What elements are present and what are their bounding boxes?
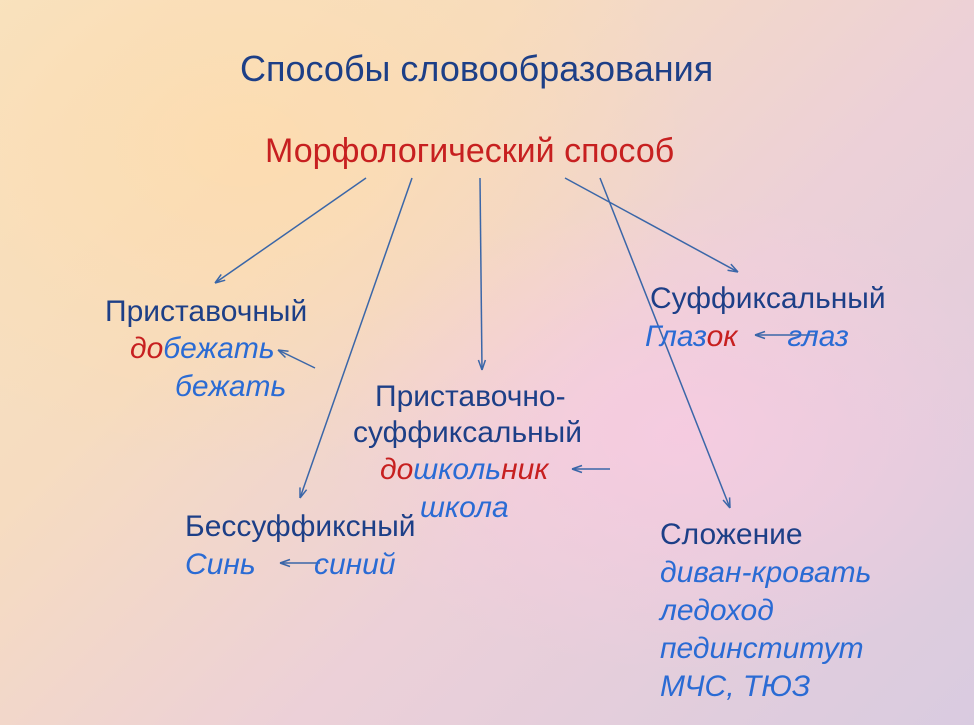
node-prisuffix-label1: Приставочно- xyxy=(375,380,566,414)
node-pristavochny-ex1: добежать xyxy=(130,332,275,366)
diagram-stage: Способы словообразования Морфологический… xyxy=(0,0,974,725)
subtitle: Морфологический способ xyxy=(265,132,674,171)
node-pristavochny-ex2: бежать xyxy=(175,370,286,404)
node-slozhenie-ex3: пединститут xyxy=(660,632,864,666)
node-slozhenie-ex2: ледоход xyxy=(660,594,774,628)
node-prisuffix-label2: суффиксальный xyxy=(353,416,582,450)
node-bessuffix-ex1: Синь синий xyxy=(185,548,396,582)
node-slozhenie-ex4: МЧС, ТЮЗ xyxy=(660,670,810,704)
node-bessuffix-label: Бессуффиксный xyxy=(185,510,416,544)
main-title: Способы словообразования xyxy=(240,48,713,90)
node-prisuffix-ex1: дошкольник xyxy=(380,453,548,487)
node-suffixal-ex1: Глазок глаз xyxy=(645,320,849,354)
node-pristavochny-label: Приставочный xyxy=(105,295,307,329)
node-slozhenie-label: Сложение xyxy=(660,518,803,552)
node-prisuffix-ex2: школа xyxy=(420,491,509,525)
node-suffixal-label: Суффиксальный xyxy=(650,282,886,316)
node-slozhenie-ex1: диван-кровать xyxy=(660,556,871,590)
